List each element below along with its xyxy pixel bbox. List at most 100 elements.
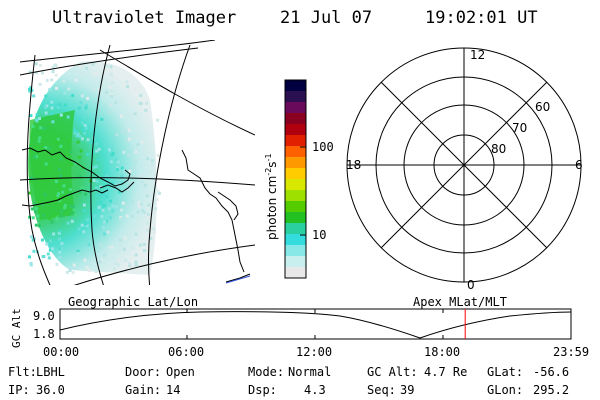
emission-speckle	[111, 209, 115, 213]
colorbar-band	[285, 157, 306, 169]
emission-speckle	[73, 213, 77, 217]
emission-speckle	[103, 220, 107, 224]
emission-speckle	[38, 117, 41, 120]
filter-value: LBHL	[36, 365, 65, 379]
emission-speckle	[70, 219, 74, 223]
emission-speckle	[68, 269, 72, 272]
emission-speckle	[62, 184, 66, 188]
emission-speckle	[138, 243, 142, 247]
emission-speckle	[28, 70, 32, 74]
instrument-title: Ultraviolet Imager	[52, 8, 237, 28]
emission-speckle	[156, 118, 160, 122]
emission-speckle	[150, 163, 154, 167]
emission-speckle	[131, 102, 135, 106]
emission-speckle	[56, 194, 60, 198]
filter-label: Flt:	[8, 365, 37, 379]
emission-speckle	[114, 261, 117, 265]
emission-speckle	[65, 270, 69, 274]
emission-speckle	[73, 128, 77, 132]
emission-speckle	[143, 249, 146, 252]
emission-speckle	[37, 139, 41, 143]
emission-speckle	[149, 236, 153, 240]
emission-speckle	[140, 173, 144, 177]
colorbar-band	[285, 212, 306, 224]
door-label: Door:	[125, 365, 162, 379]
emission-speckle	[139, 94, 143, 97]
emission-speckle	[146, 229, 150, 233]
colorbar-tick-100: 100	[312, 140, 334, 154]
emission-speckle	[105, 195, 109, 199]
emission-speckle	[43, 126, 47, 130]
emission-speckle	[127, 137, 131, 141]
emission-speckle	[127, 153, 131, 157]
emission-speckle	[54, 140, 58, 144]
emission-speckle	[57, 184, 61, 187]
emission-speckle	[35, 71, 39, 75]
emission-speckle	[109, 69, 113, 73]
emission-speckle	[94, 270, 98, 274]
altitude-ylabel: GC Alt	[10, 308, 23, 348]
emission-speckle	[123, 236, 127, 240]
emission-speckle	[103, 261, 107, 265]
ip-value: 36.0	[36, 383, 65, 397]
seq-value: 39	[400, 383, 415, 397]
emission-speckle	[28, 89, 32, 93]
emission-speckle	[137, 136, 141, 140]
emission-speckle	[121, 201, 125, 205]
emission-speckle	[50, 100, 54, 104]
emission-speckle	[51, 66, 55, 70]
emission-speckle	[112, 267, 116, 270]
emission-speckle	[128, 180, 132, 184]
emission-speckle	[64, 103, 67, 107]
emission-speckle	[81, 137, 84, 141]
emission-speckle	[122, 247, 126, 251]
emission-speckle	[110, 153, 114, 157]
emission-speckle	[82, 115, 86, 119]
glat-value: -56.6	[533, 365, 570, 379]
emission-speckle	[145, 194, 149, 198]
colorbar-band	[285, 190, 306, 202]
emission-speckle	[106, 230, 110, 234]
glon-value: 295.2	[533, 383, 570, 397]
emission-speckle	[51, 120, 55, 124]
emission-speckle	[40, 203, 44, 206]
emission-speckle	[44, 162, 48, 166]
glat-label: GLat:	[487, 365, 524, 379]
emission-speckle	[117, 190, 121, 194]
emission-speckle	[115, 205, 118, 209]
colorbar-band	[285, 124, 306, 136]
emission-speckle	[119, 217, 123, 221]
emission-speckle	[76, 252, 80, 255]
time-tick-00: 00:00	[43, 345, 80, 359]
emission-speckle	[78, 64, 82, 68]
emission-speckle	[29, 235, 33, 239]
seq-label: Seq:	[367, 383, 396, 397]
emission-speckle	[108, 103, 112, 107]
emission-speckle	[42, 214, 45, 218]
emission-speckle	[150, 159, 154, 163]
emission-speckle	[91, 62, 95, 66]
emission-speckle	[96, 158, 100, 162]
emission-speckle	[126, 85, 129, 89]
emission-speckle	[48, 217, 52, 221]
emission-speckle	[31, 216, 35, 220]
emission-speckle	[152, 227, 156, 231]
emission-speckle	[76, 140, 80, 144]
emission-speckle	[85, 133, 89, 137]
emission-speckle	[28, 215, 31, 219]
mode-label: Mode:	[248, 365, 285, 379]
emission-speckle	[29, 86, 33, 89]
emission-speckle	[94, 186, 98, 190]
emission-speckle	[69, 188, 73, 192]
emission-speckle	[107, 111, 111, 114]
glon-label: GLon:	[487, 383, 524, 397]
emission-speckle	[87, 243, 91, 247]
emission-speckle	[110, 255, 114, 259]
emission-speckle	[78, 190, 82, 194]
emission-speckle	[95, 194, 98, 198]
emission-speckle	[43, 193, 47, 196]
emission-speckle	[110, 81, 114, 85]
emission-speckle	[134, 263, 138, 267]
emission-speckle	[146, 213, 150, 217]
emission-speckle	[118, 238, 122, 242]
